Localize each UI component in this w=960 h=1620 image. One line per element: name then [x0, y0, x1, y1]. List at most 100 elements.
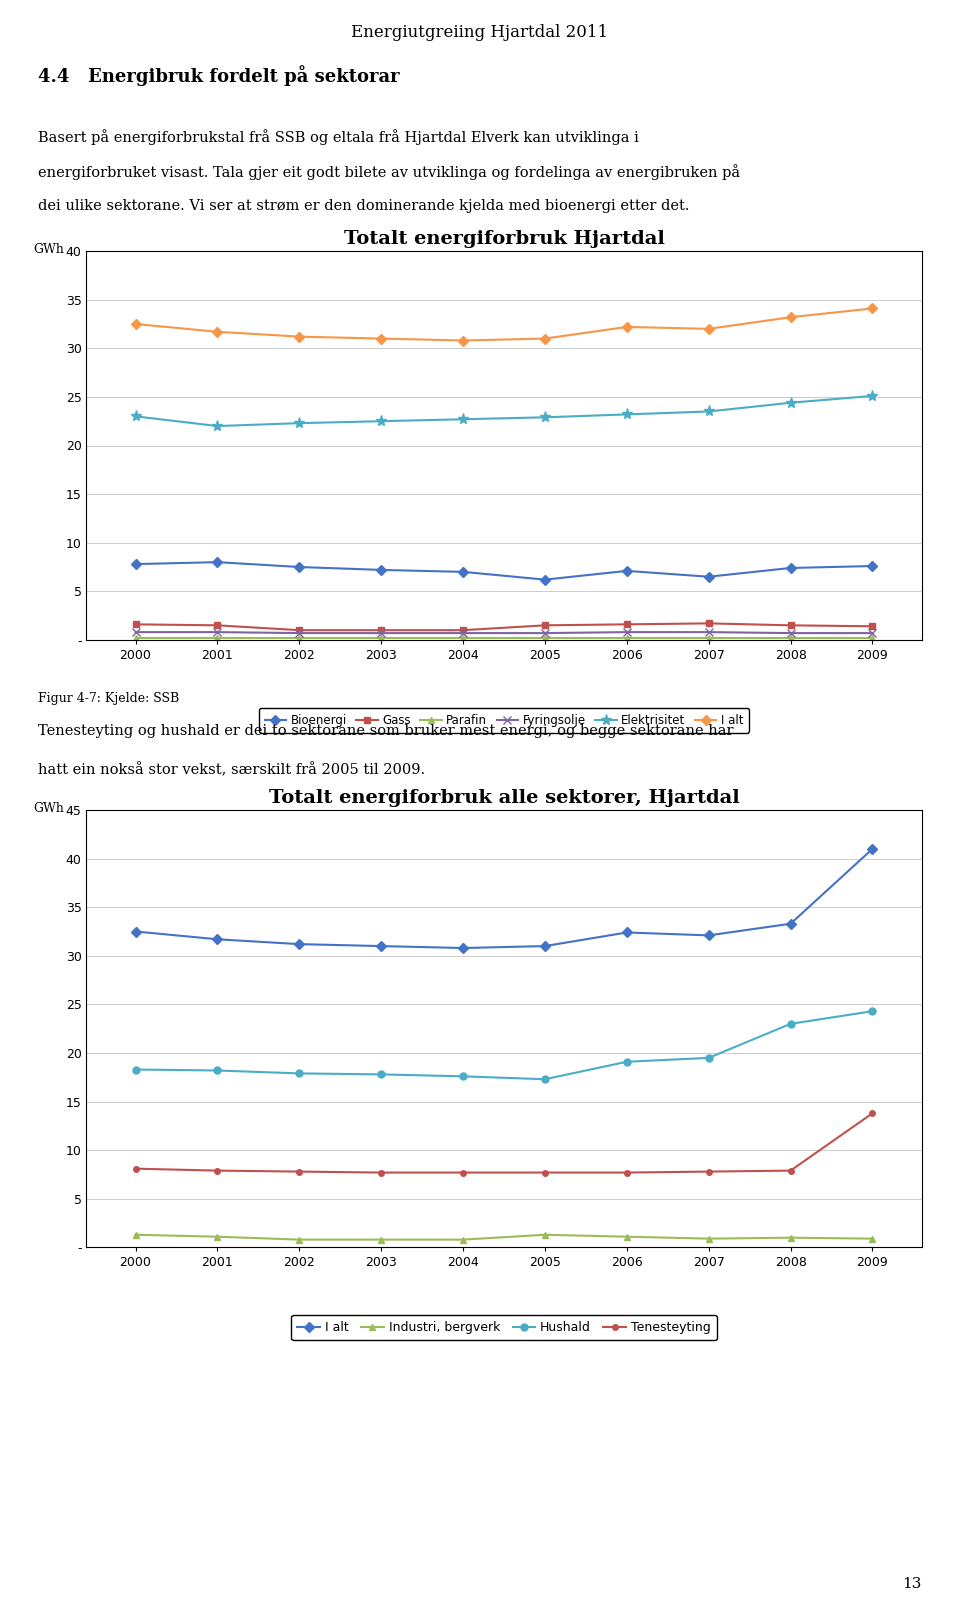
Fyringsolje — [703, 622, 714, 642]
Line: Hushald: Hushald — [132, 1008, 876, 1082]
I alt — [130, 922, 141, 941]
Bioenergi — [130, 554, 141, 573]
Elektrisitet — [457, 410, 468, 429]
Gass — [867, 617, 878, 637]
I alt — [540, 936, 551, 956]
Elektrisitet — [621, 405, 633, 424]
Bioenergi — [540, 570, 551, 590]
Parafin — [540, 629, 551, 648]
Text: dei ulike sektorane. Vi ser at strøm er den dominerande kjelda med bioenergi ett: dei ulike sektorane. Vi ser at strøm er … — [38, 199, 690, 214]
I alt — [867, 839, 878, 859]
Text: 13: 13 — [902, 1576, 922, 1591]
Gass — [785, 616, 797, 635]
Hushald — [294, 1064, 305, 1084]
Elektrisitet — [867, 386, 878, 405]
Fyringsolje — [130, 622, 141, 642]
I alt — [375, 329, 387, 348]
Hushald — [703, 1048, 714, 1068]
Hushald — [867, 1001, 878, 1021]
Line: Fyringsolje: Fyringsolje — [132, 629, 876, 637]
Parafin — [294, 629, 305, 648]
Industri, bergverk — [294, 1230, 305, 1249]
Tenesteyting — [130, 1158, 141, 1178]
Industri, bergverk — [703, 1230, 714, 1249]
I alt — [785, 914, 797, 933]
Elektrisitet — [785, 394, 797, 413]
Elektrisitet — [130, 407, 141, 426]
Text: GWh: GWh — [34, 802, 64, 815]
Line: Bioenergi: Bioenergi — [132, 559, 876, 583]
Bioenergi — [211, 552, 223, 572]
Fyringsolje — [867, 624, 878, 643]
Fyringsolje — [211, 622, 223, 642]
Gass — [457, 620, 468, 640]
Hushald — [540, 1069, 551, 1089]
Line: Elektrisitet: Elektrisitet — [130, 390, 878, 431]
Bioenergi — [867, 556, 878, 575]
Parafin — [703, 629, 714, 648]
Line: Industri, bergverk: Industri, bergverk — [132, 1231, 876, 1243]
Line: I alt: I alt — [132, 305, 876, 343]
Fyringsolje — [785, 624, 797, 643]
Parafin — [130, 629, 141, 648]
Bioenergi — [703, 567, 714, 586]
I alt — [703, 319, 714, 339]
Legend: I alt, Industri, bergverk, Hushald, Tenesteyting: I alt, Industri, bergverk, Hushald, Tene… — [291, 1315, 717, 1340]
Line: I alt: I alt — [132, 846, 876, 951]
Gass — [294, 620, 305, 640]
I alt — [785, 308, 797, 327]
I alt — [540, 329, 551, 348]
Elektrisitet — [294, 413, 305, 433]
Parafin — [457, 629, 468, 648]
Text: 4.4   Energibruk fordelt på sektorar: 4.4 Energibruk fordelt på sektorar — [38, 65, 400, 86]
Gass — [211, 616, 223, 635]
Gass — [621, 614, 633, 633]
Text: Basert på energiforbrukstal frå SSB og eltala frå Hjartdal Elverk kan utviklinga: Basert på energiforbrukstal frå SSB og e… — [38, 130, 639, 146]
Gass — [540, 616, 551, 635]
Industri, bergverk — [130, 1225, 141, 1244]
I alt — [621, 923, 633, 943]
Elektrisitet — [375, 411, 387, 431]
Hushald — [785, 1014, 797, 1034]
Industri, bergverk — [621, 1226, 633, 1246]
Line: Tenesteyting: Tenesteyting — [132, 1110, 876, 1176]
I alt — [867, 298, 878, 318]
Tenesteyting — [867, 1103, 878, 1123]
Fyringsolje — [540, 624, 551, 643]
Text: GWh: GWh — [34, 243, 64, 256]
Hushald — [621, 1051, 633, 1071]
Industri, bergverk — [540, 1225, 551, 1244]
Text: Energiutgreiing Hjartdal 2011: Energiutgreiing Hjartdal 2011 — [351, 24, 609, 40]
Text: Figur 4-7: Kjelde: SSB: Figur 4-7: Kjelde: SSB — [38, 692, 180, 705]
Fyringsolje — [457, 624, 468, 643]
Title: Totalt energiforbruk alle sektorer, Hjartdal: Totalt energiforbruk alle sektorer, Hjar… — [269, 789, 739, 807]
I alt — [621, 318, 633, 337]
Hushald — [211, 1061, 223, 1081]
Industri, bergverk — [375, 1230, 387, 1249]
I alt — [375, 936, 387, 956]
Text: hatt ein nokså stor vekst, særskilt frå 2005 til 2009.: hatt ein nokså stor vekst, særskilt frå … — [38, 763, 425, 778]
Parafin — [867, 629, 878, 648]
Parafin — [621, 629, 633, 648]
Fyringsolje — [375, 624, 387, 643]
Title: Totalt energiforbruk Hjartdal: Totalt energiforbruk Hjartdal — [344, 230, 664, 248]
I alt — [703, 925, 714, 944]
Tenesteyting — [621, 1163, 633, 1183]
I alt — [211, 322, 223, 342]
Industri, bergverk — [867, 1230, 878, 1249]
Hushald — [130, 1059, 141, 1079]
I alt — [130, 314, 141, 334]
Tenesteyting — [457, 1163, 468, 1183]
I alt — [294, 935, 305, 954]
Parafin — [211, 629, 223, 648]
Industri, bergverk — [785, 1228, 797, 1247]
Tenesteyting — [375, 1163, 387, 1183]
Line: Gass: Gass — [132, 620, 876, 633]
I alt — [294, 327, 305, 347]
Bioenergi — [457, 562, 468, 582]
Industri, bergverk — [457, 1230, 468, 1249]
Line: Parafin: Parafin — [132, 635, 876, 642]
Gass — [130, 614, 141, 633]
Gass — [703, 614, 714, 633]
Hushald — [375, 1064, 387, 1084]
